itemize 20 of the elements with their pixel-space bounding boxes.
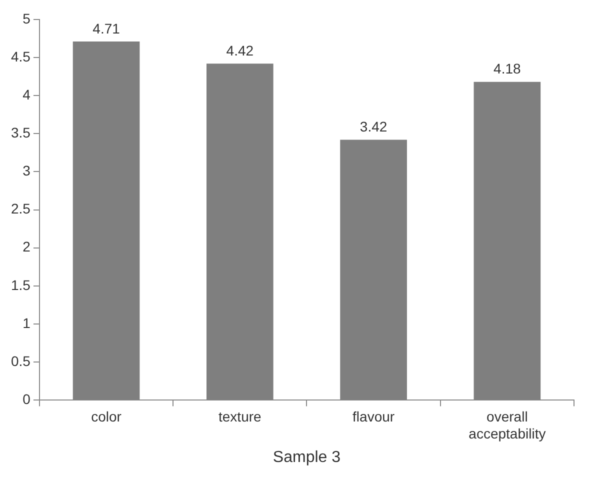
data-label: 3.42 [360,118,388,135]
x-tick-label: flavour [352,408,395,424]
x-axis-title: Sample 3 [272,448,341,466]
y-tick-label: 2.5 [10,200,31,217]
x-tick-label: color [91,408,122,424]
y-tick-label: 3.5 [10,124,31,140]
y-tick-label: 1.5 [10,276,31,293]
x-tick-label: texture [218,408,262,424]
y-tick-label: 0 [22,391,31,408]
y-tick-label: 5 [22,10,31,26]
y-tick-label: 4 [22,86,31,102]
data-label: 4.71 [92,20,120,36]
x-tick-label: overall acceptability [468,408,546,442]
y-tick-label: 2 [22,238,31,255]
y-tick-label: 3 [22,162,31,179]
y-tick-label: 1 [22,314,31,331]
data-label: 4.18 [494,60,522,77]
y-tick-label: 0.5 [10,352,31,369]
data-label: 4.42 [226,42,254,58]
y-tick-label: 4.5 [10,48,31,64]
